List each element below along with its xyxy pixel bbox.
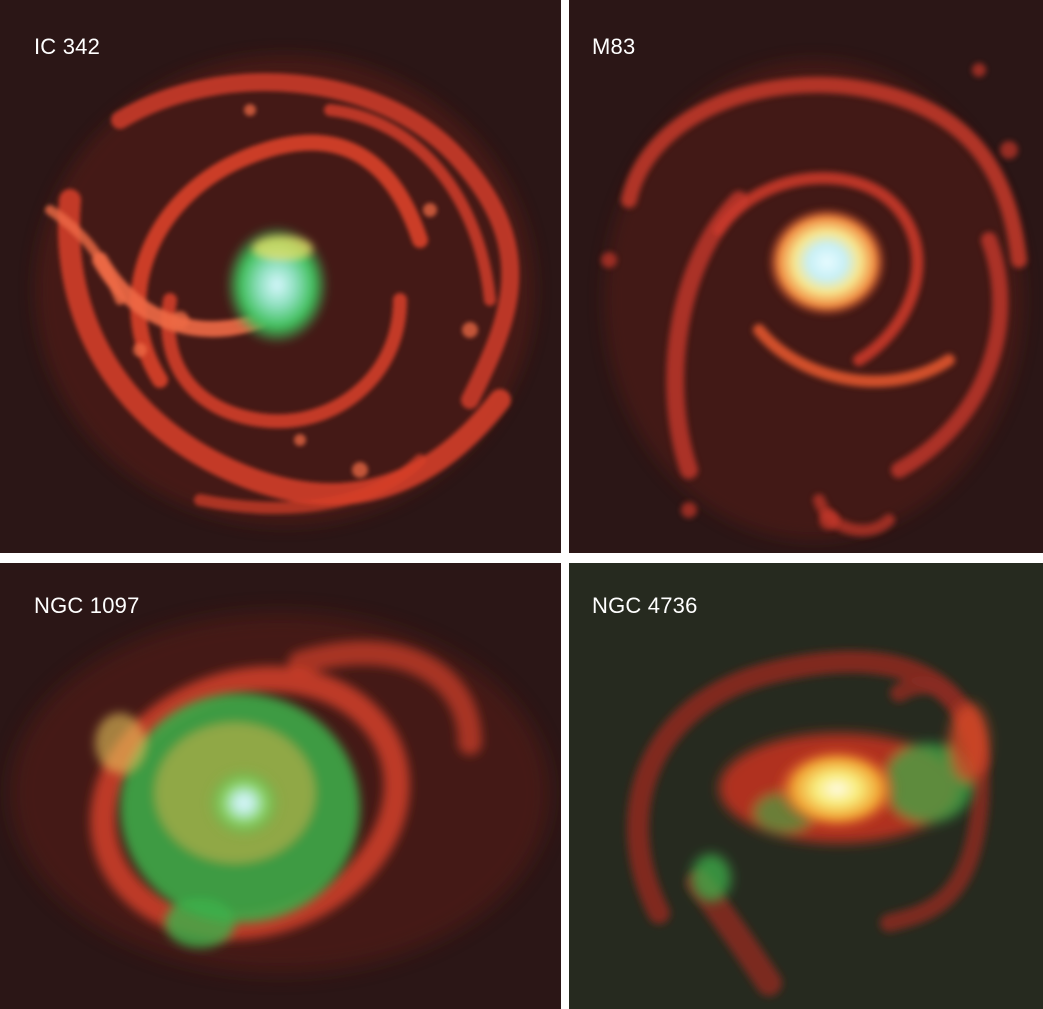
m83-knots xyxy=(601,63,1018,530)
panel-ngc-4736: NGC 4736 xyxy=(569,563,1043,1009)
ic-342-core xyxy=(225,225,329,345)
ic-342-spiral-arms xyxy=(45,73,520,514)
panel-m83: M83 xyxy=(569,0,1043,553)
panel-label: NGC 4736 xyxy=(592,593,698,618)
ic-342-image xyxy=(0,0,561,553)
panel-label: IC 342 xyxy=(34,34,101,59)
ngc-1097-image xyxy=(0,563,561,1009)
ngc-1097-core xyxy=(208,769,280,837)
ngc-1097-ring xyxy=(90,641,482,940)
m83-core xyxy=(767,207,887,317)
m83-image xyxy=(569,0,1043,553)
ic-342-knots xyxy=(133,104,478,478)
panel-label: M83 xyxy=(592,34,636,59)
ngc-4736-core xyxy=(775,747,899,831)
ngc-4736-image xyxy=(569,563,1043,1009)
panel-ngc-1097: NGC 1097 xyxy=(0,563,561,1009)
panel-label: NGC 1097 xyxy=(34,593,140,618)
m83-spiral-arms xyxy=(621,76,1027,537)
panel-ic-342: IC 342 xyxy=(0,0,561,553)
